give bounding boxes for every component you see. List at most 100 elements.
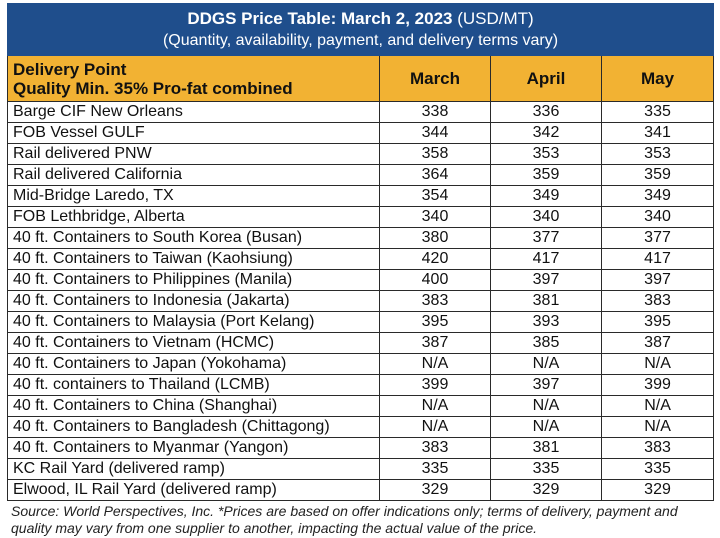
table-row: Rail delivered PNW 358 353 353	[7, 143, 715, 165]
price-cell: N/A	[379, 416, 491, 438]
price-cell: N/A	[379, 395, 491, 417]
month-header-april: April	[490, 55, 602, 102]
price-cell: 335	[379, 458, 491, 480]
header-row: Delivery Point Quality Min. 35% Pro-fat …	[7, 55, 715, 102]
price-cell: 395	[379, 311, 491, 333]
price-cell: N/A	[490, 416, 602, 438]
price-cell: 364	[379, 164, 491, 186]
price-cell: 354	[379, 185, 491, 207]
price-cell: 420	[379, 248, 491, 270]
price-cell: N/A	[600, 416, 715, 438]
table-title: DDGS Price Table: March 2, 2023 (USD/MT)	[8, 8, 713, 30]
price-cell: 399	[379, 374, 491, 396]
delivery-point-cell: Barge CIF New Orleans	[7, 101, 380, 123]
price-cell: 353	[600, 143, 715, 165]
price-cell: 335	[600, 458, 715, 480]
table-row: FOB Vessel GULF 344 342 341	[7, 122, 715, 144]
price-cell: 340	[379, 206, 491, 228]
delivery-point-cell: 40 ft. Containers to South Korea (Busan)	[7, 227, 380, 249]
table-row: 40 ft. Containers to South Korea (Busan)…	[7, 227, 715, 249]
price-cell: 349	[490, 185, 602, 207]
price-table: DDGS Price Table: March 2, 2023 (USD/MT)…	[6, 3, 715, 501]
table-title-cell: DDGS Price Table: March 2, 2023 (USD/MT)…	[6, 3, 715, 56]
price-cell: N/A	[490, 353, 602, 375]
table-row: 40 ft. Containers to Bangladesh (Chittag…	[7, 416, 715, 438]
delivery-point-cell: 40 ft. Containers to Philippines (Manila…	[7, 269, 380, 291]
price-cell: 335	[490, 458, 602, 480]
price-cell: 342	[490, 122, 602, 144]
delivery-point-cell: 40 ft. Containers to Bangladesh (Chittag…	[7, 416, 380, 438]
price-cell: 353	[490, 143, 602, 165]
delivery-point-cell: Rail delivered California	[7, 164, 380, 186]
price-cell: 359	[490, 164, 602, 186]
delivery-point-cell: 40 ft. Containers to Taiwan (Kaohsiung)	[7, 248, 380, 270]
price-cell: 344	[379, 122, 491, 144]
delivery-point-cell: Rail delivered PNW	[7, 143, 380, 165]
delivery-point-header: Delivery Point Quality Min. 35% Pro-fat …	[7, 55, 380, 102]
title-row: DDGS Price Table: March 2, 2023 (USD/MT)…	[6, 3, 715, 56]
price-cell: 380	[379, 227, 491, 249]
price-cell: 387	[379, 332, 491, 354]
table-row: KC Rail Yard (delivered ramp) 335 335 335	[7, 458, 715, 480]
delivery-point-cell: 40 ft. Containers to Vietnam (HCMC)	[7, 332, 380, 354]
price-cell: 383	[600, 290, 715, 312]
table-row: 40 ft. Containers to Japan (Yokohama) N/A…	[7, 353, 715, 375]
table-row: 40 ft. Containers to China (Shanghai) N/A…	[7, 395, 715, 417]
price-cell: 340	[490, 206, 602, 228]
table-row: FOB Lethbridge, Alberta 340 340 340	[7, 206, 715, 228]
price-cell: 329	[600, 479, 715, 501]
delivery-point-cell: 40 ft. Containers to Malaysia (Port Kela…	[7, 311, 380, 333]
delivery-point-cell: 40 ft. Containers to China (Shanghai)	[7, 395, 380, 417]
price-cell: 338	[379, 101, 491, 123]
table-row: 40 ft. Containers to Philippines (Manila…	[7, 269, 715, 291]
price-cell: 397	[600, 269, 715, 291]
delivery-point-cell: 40 ft. Containers to Indonesia (Jakarta)	[7, 290, 380, 312]
title-unit: (USD/MT)	[452, 8, 534, 28]
price-cell: 399	[600, 374, 715, 396]
table-subtitle: (Quantity, availability, payment, and de…	[162, 31, 559, 49]
price-cell: 381	[490, 437, 602, 459]
table-row: Rail delivered California 364 359 359	[7, 164, 715, 186]
price-cell: 335	[600, 101, 715, 123]
price-cell: 336	[490, 101, 602, 123]
delivery-point-cell: 40 ft. Containers to Japan (Yokohama)	[7, 353, 380, 375]
table-row: Elwood, IL Rail Yard (delivered ramp) 329…	[7, 479, 715, 501]
price-cell: 377	[490, 227, 602, 249]
price-cell: 417	[600, 248, 715, 270]
price-cell: N/A	[600, 353, 715, 375]
month-header-may: May	[600, 55, 715, 102]
price-cell: 341	[600, 122, 715, 144]
table-row: 40 ft. Containers to Vietnam (HCMC) 387 38…	[7, 332, 715, 354]
price-cell: 329	[490, 479, 602, 501]
price-cell: 349	[600, 185, 715, 207]
delivery-point-cell: FOB Vessel GULF	[7, 122, 380, 144]
price-cell: 397	[490, 269, 602, 291]
table-row: 40 ft. containers to Thailand (LCMB) 399 3…	[7, 374, 715, 396]
quality-label: Quality Min. 35% Pro-fat combined	[13, 78, 293, 98]
price-cell: 383	[379, 290, 491, 312]
price-cell: 395	[600, 311, 715, 333]
price-table-container: DDGS Price Table: March 2, 2023 (USD/MT)…	[6, 3, 715, 537]
price-cell: 397	[490, 374, 602, 396]
delivery-point-cell: Mid-Bridge Laredo, TX	[7, 185, 380, 207]
price-cell: 383	[600, 437, 715, 459]
delivery-point-cell: Elwood, IL Rail Yard (delivered ramp)	[7, 479, 380, 501]
price-cell: N/A	[490, 395, 602, 417]
table-row: 40 ft. Containers to Indonesia (Jakarta)…	[7, 290, 715, 312]
price-cell: 393	[490, 311, 602, 333]
table-row: 40 ft. Containers to Taiwan (Kaohsiung) 4…	[7, 248, 715, 270]
month-header-march: March	[379, 55, 491, 102]
table-row: Mid-Bridge Laredo, TX 354 349 349	[7, 185, 715, 207]
delivery-point-cell: FOB Lethbridge, Alberta	[7, 206, 380, 228]
delivery-point-label: Delivery Point	[13, 59, 127, 79]
source-note: Source: World Perspectives, Inc. *Prices…	[11, 503, 678, 536]
price-cell: 381	[490, 290, 602, 312]
price-cell: 385	[490, 332, 602, 354]
table-row: Barge CIF New Orleans 338 336 335	[7, 101, 715, 123]
price-cell: 359	[600, 164, 715, 186]
table-row: 40 ft. Containers to Myanmar (Yangon) 383…	[7, 437, 715, 459]
delivery-point-cell: 40 ft. containers to Thailand (LCMB)	[7, 374, 380, 396]
price-cell: 358	[379, 143, 491, 165]
price-cell: 417	[490, 248, 602, 270]
delivery-point-cell: KC Rail Yard (delivered ramp)	[7, 458, 380, 480]
